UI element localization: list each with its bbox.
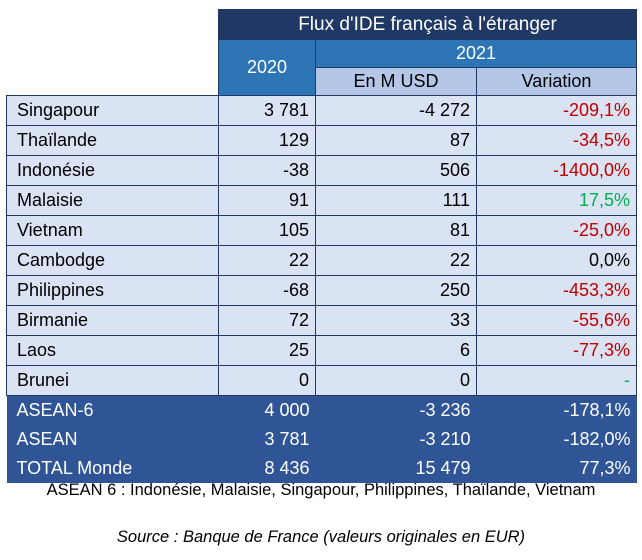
- country-name: Philippines: [6, 275, 219, 306]
- table-row: Cambodge 22 22 0,0%: [6, 245, 637, 276]
- variation-value: -55,6%: [476, 305, 637, 336]
- value-2020: -38: [218, 155, 316, 186]
- value-2021: 506: [315, 155, 477, 186]
- value-2021: 87: [315, 125, 477, 156]
- header-year-2020: 2020: [218, 39, 316, 96]
- header-year-2021: 2021: [315, 39, 637, 68]
- total-label: ASEAN: [6, 425, 219, 454]
- country-name: Thaïlande: [6, 125, 219, 156]
- country-name: Laos: [6, 335, 219, 366]
- value-2020: 3 781: [218, 95, 316, 126]
- country-name: Cambodge: [6, 245, 219, 276]
- value-2020: 129: [218, 125, 316, 156]
- country-rows: Singapour 3 781 -4 272 -209,1% Thaïlande 129 8…: [6, 95, 637, 396]
- variation-value: 17,5%: [476, 185, 637, 216]
- variation-value: -453,3%: [476, 275, 637, 306]
- value-2021: 0: [315, 365, 477, 396]
- value-2021: -4 272: [315, 95, 477, 126]
- value-2021: 33: [315, 305, 477, 336]
- value-2021: 81: [315, 215, 477, 246]
- total-row: TOTAL Monde 8 436 15 479 77,3%: [6, 454, 637, 483]
- value-2020: 91: [218, 185, 316, 216]
- variation-value: -: [476, 365, 637, 396]
- total-label: TOTAL Monde: [6, 454, 219, 483]
- table-row: Brunei 0 0-: [6, 365, 637, 396]
- total-variation: -178,1%: [476, 395, 637, 425]
- header-unit: En M USD: [315, 67, 477, 96]
- asean6-footnote: ASEAN 6 : Indonésie, Malaisie, Singapour…: [46, 481, 596, 499]
- table-row: Laos 25 6 -77,3%: [6, 335, 637, 366]
- variation-value: -34,5%: [476, 125, 637, 156]
- table-row: Indonésie -38 506 -1400,0%: [6, 155, 637, 186]
- total-2021: -3 210: [315, 425, 477, 454]
- variation-value: 0,0%: [476, 245, 637, 276]
- value-2021: 250: [315, 275, 477, 306]
- value-2021: 22: [315, 245, 477, 276]
- source-note: Source : Banque de France (valeurs origi…: [116, 528, 526, 546]
- country-name: Indonésie: [6, 155, 219, 186]
- total-label: ASEAN-6: [6, 395, 219, 425]
- table-title: Flux d'IDE français à l'étranger: [218, 9, 637, 40]
- header-blank-2: [6, 39, 219, 96]
- total-row: ASEAN 3 781 -3 210 -182,0%: [6, 425, 637, 454]
- table-row: Vietnam 105 81 -25,0%: [6, 215, 637, 246]
- value-2020: -68: [218, 275, 316, 306]
- variation-value: -25,0%: [476, 215, 637, 246]
- country-name: Malaisie: [6, 185, 219, 216]
- value-2020: 25: [218, 335, 316, 366]
- table-row: Philippines -68 250 -453,3%: [6, 275, 637, 306]
- variation-value: -1400,0%: [476, 155, 637, 186]
- total-2021: 15 479: [315, 454, 477, 483]
- value-2020: 72: [218, 305, 316, 336]
- total-variation: 77,3%: [476, 454, 637, 483]
- fdi-table-container: Flux d'IDE français à l'étranger 2020 20…: [6, 9, 637, 483]
- total-2020: 8 436: [218, 454, 316, 483]
- header-variation: Variation: [476, 67, 637, 96]
- country-name: Singapour: [6, 95, 219, 126]
- value-2021: 6: [315, 335, 477, 366]
- total-2020: 3 781: [218, 425, 316, 454]
- value-2020: 22: [218, 245, 316, 276]
- variation-value: -209,1%: [476, 95, 637, 126]
- country-name: Birmanie: [6, 305, 219, 336]
- value-2021: 111: [315, 185, 477, 216]
- total-rows: ASEAN-6 4 000 -3 236 -178,1% ASEAN 3 781 -3 21…: [6, 395, 637, 483]
- total-row: ASEAN-6 4 000 -3 236 -178,1%: [6, 395, 637, 425]
- table-row: Malaisie 91 111 17,5%: [6, 185, 637, 216]
- table-row: Birmanie 72 33 -55,6%: [6, 305, 637, 336]
- header-blank: [6, 9, 219, 40]
- value-2020: 0: [218, 365, 316, 396]
- country-name: Brunei: [6, 365, 219, 396]
- country-name: Vietnam: [6, 215, 219, 246]
- fdi-table: Flux d'IDE français à l'étranger 2020 20…: [6, 9, 637, 483]
- table-row: Singapour 3 781 -4 272 -209,1%: [6, 95, 637, 126]
- value-2020: 105: [218, 215, 316, 246]
- total-variation: -182,0%: [476, 425, 637, 454]
- total-2021: -3 236: [315, 395, 477, 425]
- variation-value: -77,3%: [476, 335, 637, 366]
- table-header: Flux d'IDE français à l'étranger 2020 20…: [6, 9, 637, 96]
- table-row: Thaïlande 129 87 -34,5%: [6, 125, 637, 156]
- total-2020: 4 000: [218, 395, 316, 425]
